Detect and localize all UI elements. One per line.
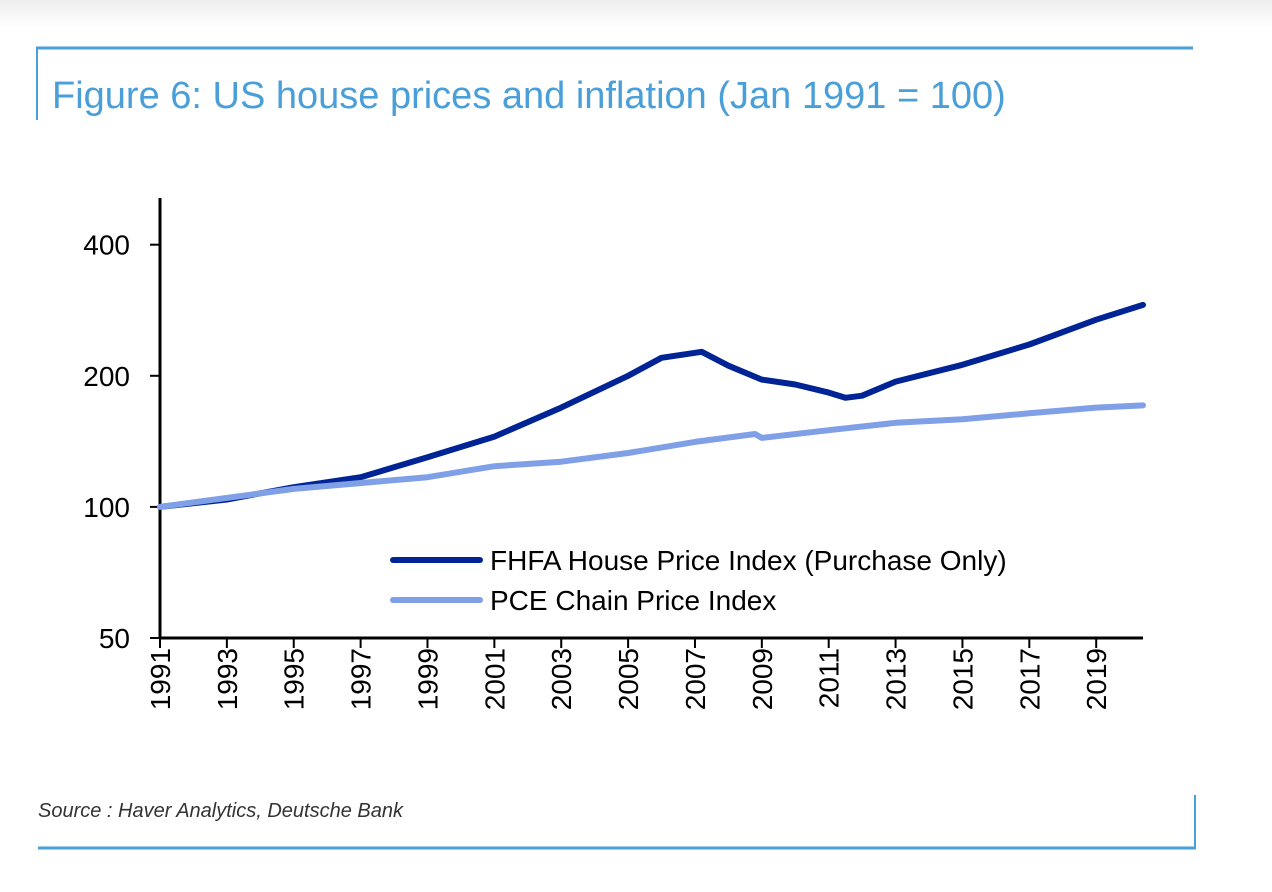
x-tick-label: 2005 <box>613 648 644 710</box>
x-tick-label: 1995 <box>279 648 310 710</box>
legend-label-pce: PCE Chain Price Index <box>490 585 776 616</box>
x-tick-label: 2003 <box>546 648 577 710</box>
x-tick-label: 1997 <box>346 648 377 710</box>
x-tick-label: 2001 <box>479 648 510 710</box>
series-line-pce <box>157 402 1146 510</box>
x-tick-label: 2011 <box>814 648 845 708</box>
series-line-fhfa <box>157 301 1146 510</box>
x-tick-label: 2017 <box>1014 648 1045 710</box>
legend: FHFA House Price Index (Purchase Only) P… <box>390 545 1007 616</box>
chart-title: Figure 6: US house prices and inflation … <box>52 75 1006 117</box>
x-tick-label: 1993 <box>212 648 243 710</box>
x-tick-label: 1999 <box>412 648 443 710</box>
x-tick-label: 2007 <box>680 648 711 710</box>
y-tick-label: 200 <box>83 361 130 392</box>
x-tick-label: 1991 <box>145 648 176 710</box>
y-tick-label: 400 <box>83 230 130 261</box>
y-tick-label: 100 <box>83 492 130 523</box>
x-tick-label: 2009 <box>747 648 778 710</box>
top-shade <box>0 0 1272 28</box>
x-tick-label: 2013 <box>881 648 912 710</box>
y-tick-label: 50 <box>99 623 130 654</box>
x-tick-label: 2019 <box>1081 648 1112 710</box>
x-tick-label: 2015 <box>947 648 978 710</box>
legend-label-fhfa: FHFA House Price Index (Purchase Only) <box>490 545 1007 576</box>
source-note: Source : Haver Analytics, Deutsche Bank <box>38 800 404 822</box>
